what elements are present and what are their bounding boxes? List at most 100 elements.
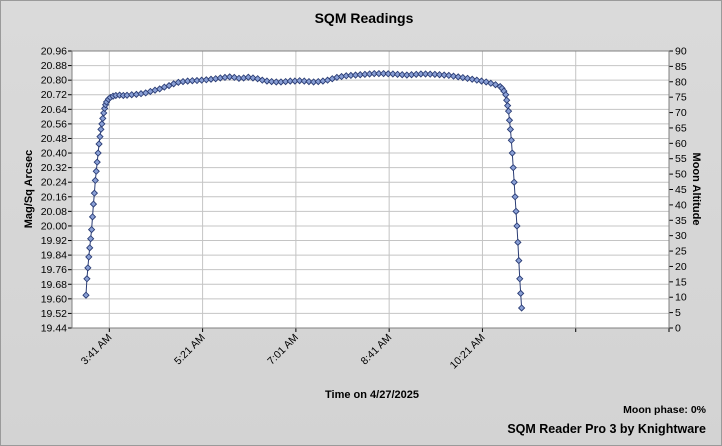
data-point-marker (90, 189, 99, 197)
y-right-tick-label: 45 (675, 184, 687, 196)
chart-title: SQM Readings (315, 10, 414, 26)
data-point-marker (514, 238, 522, 246)
data-point-marker (89, 200, 98, 208)
y-left-tick-label: 20.40 (41, 148, 67, 160)
y-left-tick-label: 20.56 (41, 118, 67, 130)
x-tick-label: 5:21 AM (172, 332, 208, 368)
y-right-tick-label: 10 (675, 292, 687, 304)
data-point-marker (509, 163, 517, 172)
data-point-marker (421, 70, 430, 78)
data-point-marker (504, 107, 513, 115)
data-point-marker (84, 264, 92, 272)
data-point-marker (267, 77, 276, 86)
y-left-tick-label: 19.44 (41, 323, 67, 335)
y-right-tick-label: 85 (675, 61, 687, 73)
credit-text: SQM Reader Pro 3 by Knightware (507, 422, 706, 436)
data-point-marker (505, 116, 514, 124)
data-point-marker (435, 71, 444, 79)
data-point-marker (94, 149, 102, 157)
data-point-marker (263, 77, 271, 85)
plot-border (71, 50, 670, 329)
y-left-tick-label: 19.92 (41, 235, 67, 247)
y-left-tick-label: 19.84 (41, 250, 67, 262)
data-point-marker (398, 71, 406, 79)
data-point-marker (513, 222, 521, 230)
y-left-tick-label: 20.88 (41, 60, 67, 72)
data-point-marker (98, 120, 106, 128)
y-left-tick-label: 20.08 (41, 206, 67, 218)
data-point-marker (512, 207, 520, 216)
y-axis-right-label: Moon Altitude (690, 153, 702, 226)
data-point-marker (516, 275, 524, 283)
y-left-tick-label: 20.72 (41, 89, 67, 101)
x-axis-label: Time on 4/27/2025 (325, 389, 419, 401)
y-right-tick-label: 75 (675, 92, 687, 104)
data-point-marker (226, 73, 234, 81)
data-point-marker (85, 253, 93, 261)
data-point-marker (454, 73, 462, 81)
data-point-marker (87, 225, 96, 234)
y-right-tick-label: 20 (675, 261, 687, 273)
plot-area: 19.44 19.52 19.60 19.68 19.76 19.84 19.92 20.00… (41, 46, 687, 372)
y-right-tick-label: 35 (675, 215, 687, 227)
data-point-marker (375, 69, 383, 78)
data-point-marker (507, 136, 515, 144)
moon-phase-text: Moon phase: 0% (623, 404, 707, 416)
data-point-marker (258, 76, 266, 84)
data-point-marker (249, 74, 257, 82)
y-right-tick-label: 25 (675, 246, 687, 258)
x-tick-label: 8:41 AM (359, 332, 395, 368)
y-right-tick-label: 30 (675, 230, 687, 242)
data-point-marker (244, 73, 252, 81)
data-point-marker (91, 176, 99, 185)
y-left-tick-label: 20.80 (41, 75, 67, 87)
data-point-marker (272, 78, 280, 86)
y-right-tick-label: 65 (675, 122, 687, 134)
data-point-marker (99, 114, 107, 123)
data-point-marker (82, 291, 90, 299)
x-tick-label: 10:21 AM (448, 332, 488, 372)
data-point-marker (477, 77, 486, 85)
data-point-marker (295, 77, 304, 85)
y-right-tick-label: 40 (675, 199, 687, 211)
data-point-marker (440, 71, 448, 79)
data-point-marker (508, 149, 516, 157)
data-point-marker (300, 77, 308, 85)
data-point-marker (87, 235, 95, 243)
y-right-tick-label: 5 (675, 307, 681, 319)
y-right-tick-label: 55 (675, 153, 687, 165)
data-point-marker (431, 70, 439, 78)
data-point-marker (515, 256, 523, 265)
y-left-tick-label: 19.76 (41, 264, 67, 276)
data-point-marker (83, 275, 91, 283)
data-point-marker (370, 69, 378, 78)
y-left-tick-label: 19.52 (41, 308, 67, 320)
x-tick-label: 3:41 AM (79, 332, 115, 368)
data-point-marker (384, 70, 392, 78)
data-point-marker (305, 77, 313, 86)
data-point-marker (511, 193, 519, 201)
data-point-marker (517, 304, 526, 312)
data-point-marker (286, 77, 294, 85)
data-point-marker (96, 133, 104, 141)
y-left-tick-label: 20.24 (41, 177, 67, 189)
y-right-tick-label: 80 (675, 76, 687, 88)
data-point-marker (97, 125, 105, 133)
data-point-marker (445, 71, 453, 80)
data-point-marker (506, 125, 515, 133)
data-point-marker (517, 289, 525, 298)
y-right-tick-label: 15 (675, 276, 687, 288)
y-left-tick-label: 20.00 (41, 220, 67, 232)
y-left-tick-label: 20.48 (41, 133, 67, 145)
y-left-tick-label: 19.60 (41, 293, 67, 305)
y-right-tick-label: 60 (675, 138, 687, 150)
data-point-marker (459, 73, 467, 82)
y-right-tick-label: 50 (675, 169, 687, 181)
y-left-tick-label: 20.16 (41, 191, 67, 203)
data-point-marker (463, 74, 472, 82)
data-point-marker (468, 75, 476, 83)
y-left-tick-label: 19.68 (41, 279, 67, 291)
data-point-marker (473, 76, 481, 84)
y-right-tick-label: 0 (675, 323, 681, 335)
